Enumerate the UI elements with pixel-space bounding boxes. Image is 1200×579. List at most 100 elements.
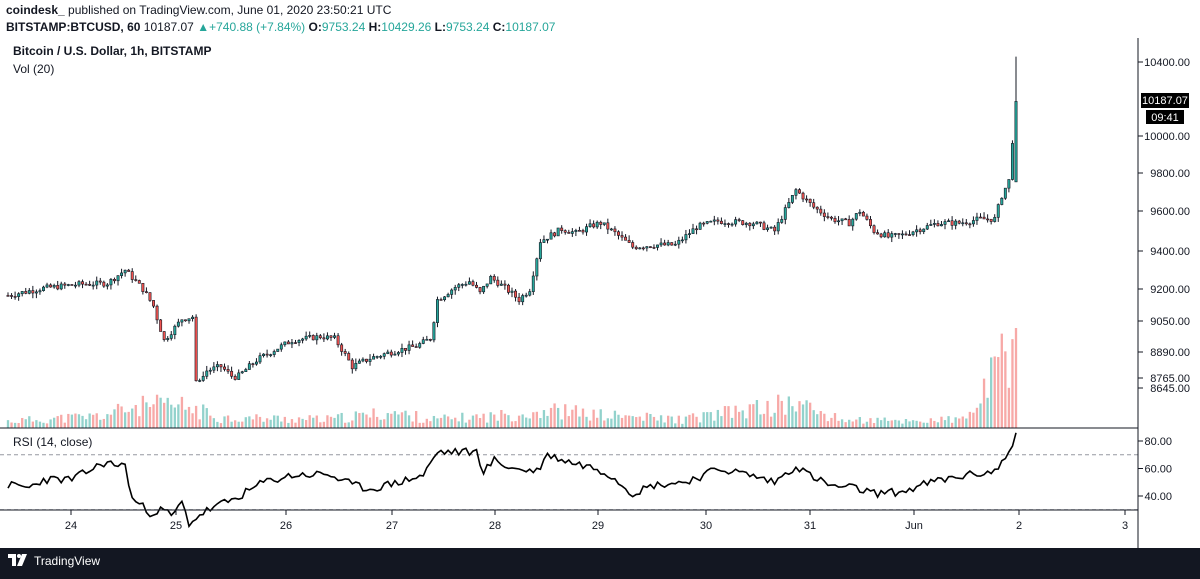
candle bbox=[411, 340, 415, 347]
candle-body bbox=[162, 331, 166, 340]
volume-bar bbox=[333, 417, 336, 428]
candle-body bbox=[425, 339, 429, 341]
volume-bar bbox=[620, 417, 624, 428]
volume-bar bbox=[592, 409, 595, 428]
candle bbox=[446, 292, 450, 298]
candle-body bbox=[187, 318, 191, 322]
candle-body bbox=[727, 223, 730, 225]
candle-body bbox=[411, 344, 415, 347]
volume-bar bbox=[280, 421, 283, 428]
volume-bar bbox=[95, 413, 98, 428]
time-tick-label: 26 bbox=[280, 520, 292, 532]
candle bbox=[986, 214, 990, 223]
candle bbox=[634, 245, 638, 251]
time-tick-label: 30 bbox=[700, 520, 712, 532]
volume-bar bbox=[383, 419, 386, 428]
candle bbox=[457, 282, 461, 292]
candle bbox=[109, 278, 113, 290]
candle bbox=[535, 257, 539, 281]
volume-bar bbox=[997, 357, 1000, 428]
candle bbox=[712, 215, 716, 226]
candle bbox=[91, 281, 95, 290]
candle bbox=[1000, 197, 1004, 206]
low-value: 9753.24 bbox=[446, 20, 490, 34]
volume-bar bbox=[606, 418, 609, 428]
candle-body bbox=[301, 338, 305, 341]
volume-bar bbox=[677, 415, 680, 428]
volume-bar bbox=[716, 409, 720, 428]
volume-bar bbox=[649, 414, 652, 428]
candle bbox=[506, 283, 510, 295]
candle-body bbox=[237, 372, 241, 380]
volume-bar bbox=[773, 412, 776, 428]
volume-bar bbox=[549, 407, 553, 428]
tradingview-logo[interactable]: TradingView bbox=[8, 554, 100, 568]
candle-body bbox=[787, 202, 791, 208]
candle-body bbox=[297, 340, 301, 343]
candle-body bbox=[702, 222, 706, 225]
candle bbox=[648, 246, 652, 249]
candle bbox=[492, 274, 496, 283]
price-tick-label: 10000.00 bbox=[1144, 131, 1190, 143]
open-value: 9753.24 bbox=[321, 20, 366, 34]
candle-body bbox=[716, 219, 720, 222]
volume-bar bbox=[17, 422, 20, 428]
candle-body bbox=[141, 283, 145, 292]
candle-body bbox=[762, 222, 766, 230]
candle bbox=[336, 333, 340, 348]
candle bbox=[176, 318, 180, 328]
candle bbox=[1014, 56, 1018, 183]
candle bbox=[620, 231, 624, 241]
candle bbox=[198, 378, 202, 383]
volume-bar bbox=[326, 415, 329, 428]
volume-bar bbox=[787, 396, 790, 428]
candle-body bbox=[230, 370, 234, 377]
volume-bar bbox=[52, 417, 56, 428]
volume-bar bbox=[766, 400, 769, 428]
volume-bar bbox=[833, 413, 837, 428]
candle-body bbox=[808, 198, 812, 203]
candle bbox=[847, 215, 851, 227]
volume-bar bbox=[503, 413, 507, 428]
candle bbox=[73, 281, 77, 289]
volume-bar bbox=[400, 412, 404, 428]
volume-bar bbox=[933, 420, 936, 428]
price-tick-label: 8645.00 bbox=[1150, 383, 1190, 395]
volume-bar bbox=[315, 415, 318, 428]
candle-body bbox=[361, 358, 365, 362]
candle bbox=[560, 225, 564, 234]
candle-body bbox=[574, 230, 578, 232]
volume-bar bbox=[624, 415, 627, 428]
candle-body bbox=[734, 219, 738, 225]
candle bbox=[808, 198, 812, 207]
candle bbox=[815, 206, 819, 214]
author-name[interactable]: coindesk_ bbox=[6, 3, 65, 17]
candle bbox=[42, 285, 45, 292]
volume-bar bbox=[21, 417, 24, 428]
close-label: C: bbox=[492, 20, 506, 34]
volume-bar bbox=[865, 421, 869, 428]
candle bbox=[748, 222, 752, 231]
candle bbox=[840, 218, 844, 225]
candle bbox=[10, 293, 14, 299]
time-tick-label: 2 bbox=[1016, 520, 1022, 532]
volume-bar bbox=[159, 397, 162, 428]
candle-body bbox=[602, 222, 606, 225]
volume-bar bbox=[596, 417, 599, 428]
candle-body bbox=[531, 275, 535, 292]
candle-body bbox=[638, 247, 642, 250]
candle bbox=[194, 314, 198, 382]
candle-body bbox=[996, 204, 1000, 218]
volume-bar bbox=[784, 414, 787, 428]
candle-body bbox=[599, 221, 603, 225]
candle bbox=[553, 231, 557, 238]
candle-body bbox=[336, 335, 340, 346]
volume-bar bbox=[265, 418, 269, 428]
candle-body bbox=[311, 335, 315, 341]
volume-bar bbox=[1007, 387, 1011, 428]
volume-bar bbox=[145, 402, 148, 428]
volume-bar bbox=[294, 422, 297, 428]
candle-body bbox=[890, 233, 894, 238]
candle bbox=[638, 247, 642, 250]
